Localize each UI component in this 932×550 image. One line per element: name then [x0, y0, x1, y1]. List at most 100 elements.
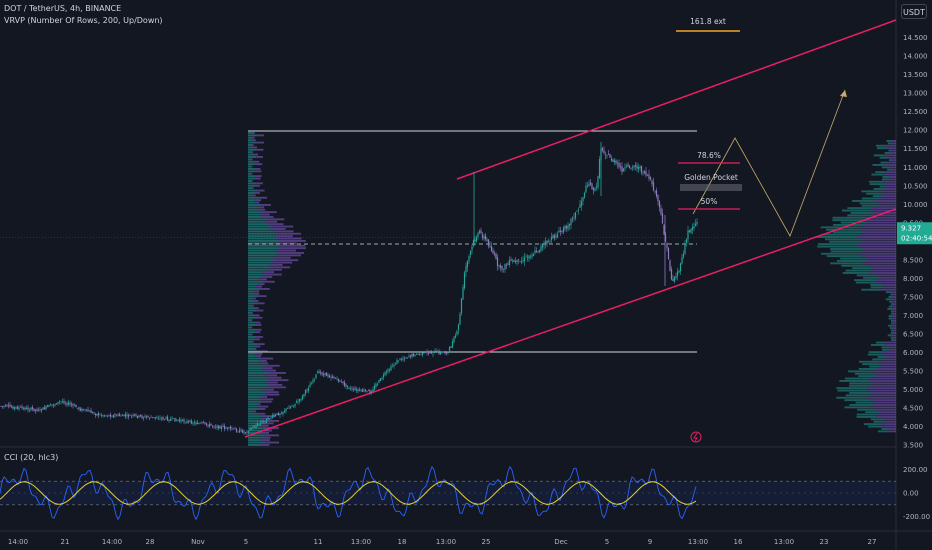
- vp-bar-down: [892, 296, 896, 298]
- vp-bar-down: [883, 286, 896, 289]
- channel-upper-line: [456, 19, 897, 180]
- vp-bar-up: [832, 219, 865, 222]
- candle-body: [667, 247, 670, 260]
- vp-bar-down: [892, 327, 896, 330]
- candle-body: [226, 427, 229, 429]
- price-tick-label: 4.000: [903, 423, 923, 431]
- vp-bar-down: [870, 377, 896, 380]
- vp-bar-down: [863, 250, 896, 253]
- candle-body: [568, 223, 571, 227]
- vp-bar-up: [248, 237, 278, 240]
- candle-body: [220, 426, 223, 430]
- vp-bar-up: [248, 247, 280, 250]
- currency-button[interactable]: USDT: [901, 4, 927, 19]
- candle-body: [280, 413, 283, 415]
- vp-bar-up: [870, 344, 884, 346]
- vp-bar-up: [248, 319, 251, 322]
- candle-body: [475, 237, 478, 242]
- vp-bar-down: [856, 243, 896, 246]
- vp-bar-down: [875, 401, 896, 404]
- vp-bar-down: [869, 272, 896, 274]
- candle-body: [330, 377, 332, 378]
- candle-body: [345, 384, 347, 387]
- candle-body: [327, 375, 329, 377]
- candle-body: [303, 394, 305, 397]
- time-tick-label: 5: [244, 538, 248, 546]
- vp-bar-up: [248, 367, 262, 370]
- vp-bar-up: [839, 380, 868, 382]
- vp-bar-up: [248, 271, 263, 274]
- vp-bar-down: [855, 236, 896, 238]
- vp-bar-up: [872, 164, 885, 166]
- vp-bar-down: [258, 360, 267, 362]
- candle-body: [583, 193, 586, 198]
- vp-bar-up: [888, 317, 893, 320]
- vp-bar-up: [248, 156, 257, 158]
- candle-body: [339, 380, 341, 382]
- vp-bar-up: [873, 420, 885, 423]
- vp-bar-down: [888, 428, 896, 430]
- vp-bar-down: [876, 416, 896, 418]
- candle-body: [381, 378, 383, 379]
- vp-bar-up: [248, 408, 258, 410]
- candle-body: [508, 260, 511, 265]
- vp-bar-up: [248, 141, 257, 144]
- vp-bar-up: [884, 152, 891, 154]
- vp-bar-up: [248, 211, 264, 214]
- candle-body: [6, 405, 8, 407]
- candle-body: [34, 409, 37, 411]
- symbol-legend[interactable]: DOT / TetherUS, 4h, BINANCE: [4, 4, 122, 13]
- vp-bar-down: [250, 312, 253, 314]
- candle-body: [457, 324, 460, 331]
- vp-bar-up: [822, 233, 860, 236]
- candle-body: [370, 391, 373, 393]
- vp-bar-up: [248, 316, 256, 319]
- candle-body: [57, 402, 59, 404]
- vp-bar-down: [858, 226, 896, 229]
- vp-bar-up: [248, 254, 278, 257]
- candle-body: [555, 236, 557, 238]
- candle-body: [393, 364, 395, 366]
- vp-bar-up: [248, 321, 255, 324]
- vp-bar-up: [856, 413, 877, 416]
- vp-bar-down: [886, 356, 896, 358]
- cci-legend[interactable]: CCI (20, hlc3): [4, 453, 59, 462]
- vp-bar-down: [889, 178, 896, 181]
- vp-bar-up: [248, 184, 255, 187]
- vp-bar-down: [251, 144, 254, 146]
- vp-bar-up: [248, 165, 251, 168]
- vp-bar-up: [840, 257, 869, 260]
- vp-bar-down: [255, 355, 262, 358]
- candle-body: [460, 298, 463, 314]
- vp-bar-down: [893, 293, 896, 296]
- candle-body: [285, 408, 287, 412]
- candle-body: [55, 403, 58, 405]
- vp-bar-down: [252, 146, 257, 149]
- candle-body: [321, 372, 323, 375]
- candle-body: [315, 374, 317, 378]
- vrvp-legend[interactable]: VRVP (Number Of Rows, 200, Up/Down): [4, 16, 163, 25]
- candle-body: [400, 359, 403, 360]
- vp-bar-down: [858, 252, 896, 255]
- candle-body: [0, 405, 2, 407]
- vp-bar-up: [870, 284, 884, 286]
- candle-body: [471, 246, 473, 251]
- price-tick-label: 4.500: [903, 405, 923, 413]
- vp-bar-up: [836, 396, 867, 399]
- candle-body: [652, 182, 655, 191]
- vp-bar-down: [888, 346, 896, 349]
- vp-bar-down: [876, 413, 896, 416]
- candle-body: [130, 415, 133, 417]
- candle-body: [646, 174, 649, 176]
- vp-bar-down: [274, 249, 296, 252]
- vp-bar-down: [874, 267, 896, 270]
- candle-body: [156, 417, 158, 419]
- candle-body: [118, 414, 121, 416]
- vp-bar-down: [881, 353, 896, 356]
- vp-bar-up: [820, 226, 859, 229]
- vp-bar-down: [271, 256, 291, 259]
- candle-body: [252, 426, 254, 428]
- vp-bar-up: [876, 147, 887, 150]
- vp-bar-down: [279, 240, 306, 242]
